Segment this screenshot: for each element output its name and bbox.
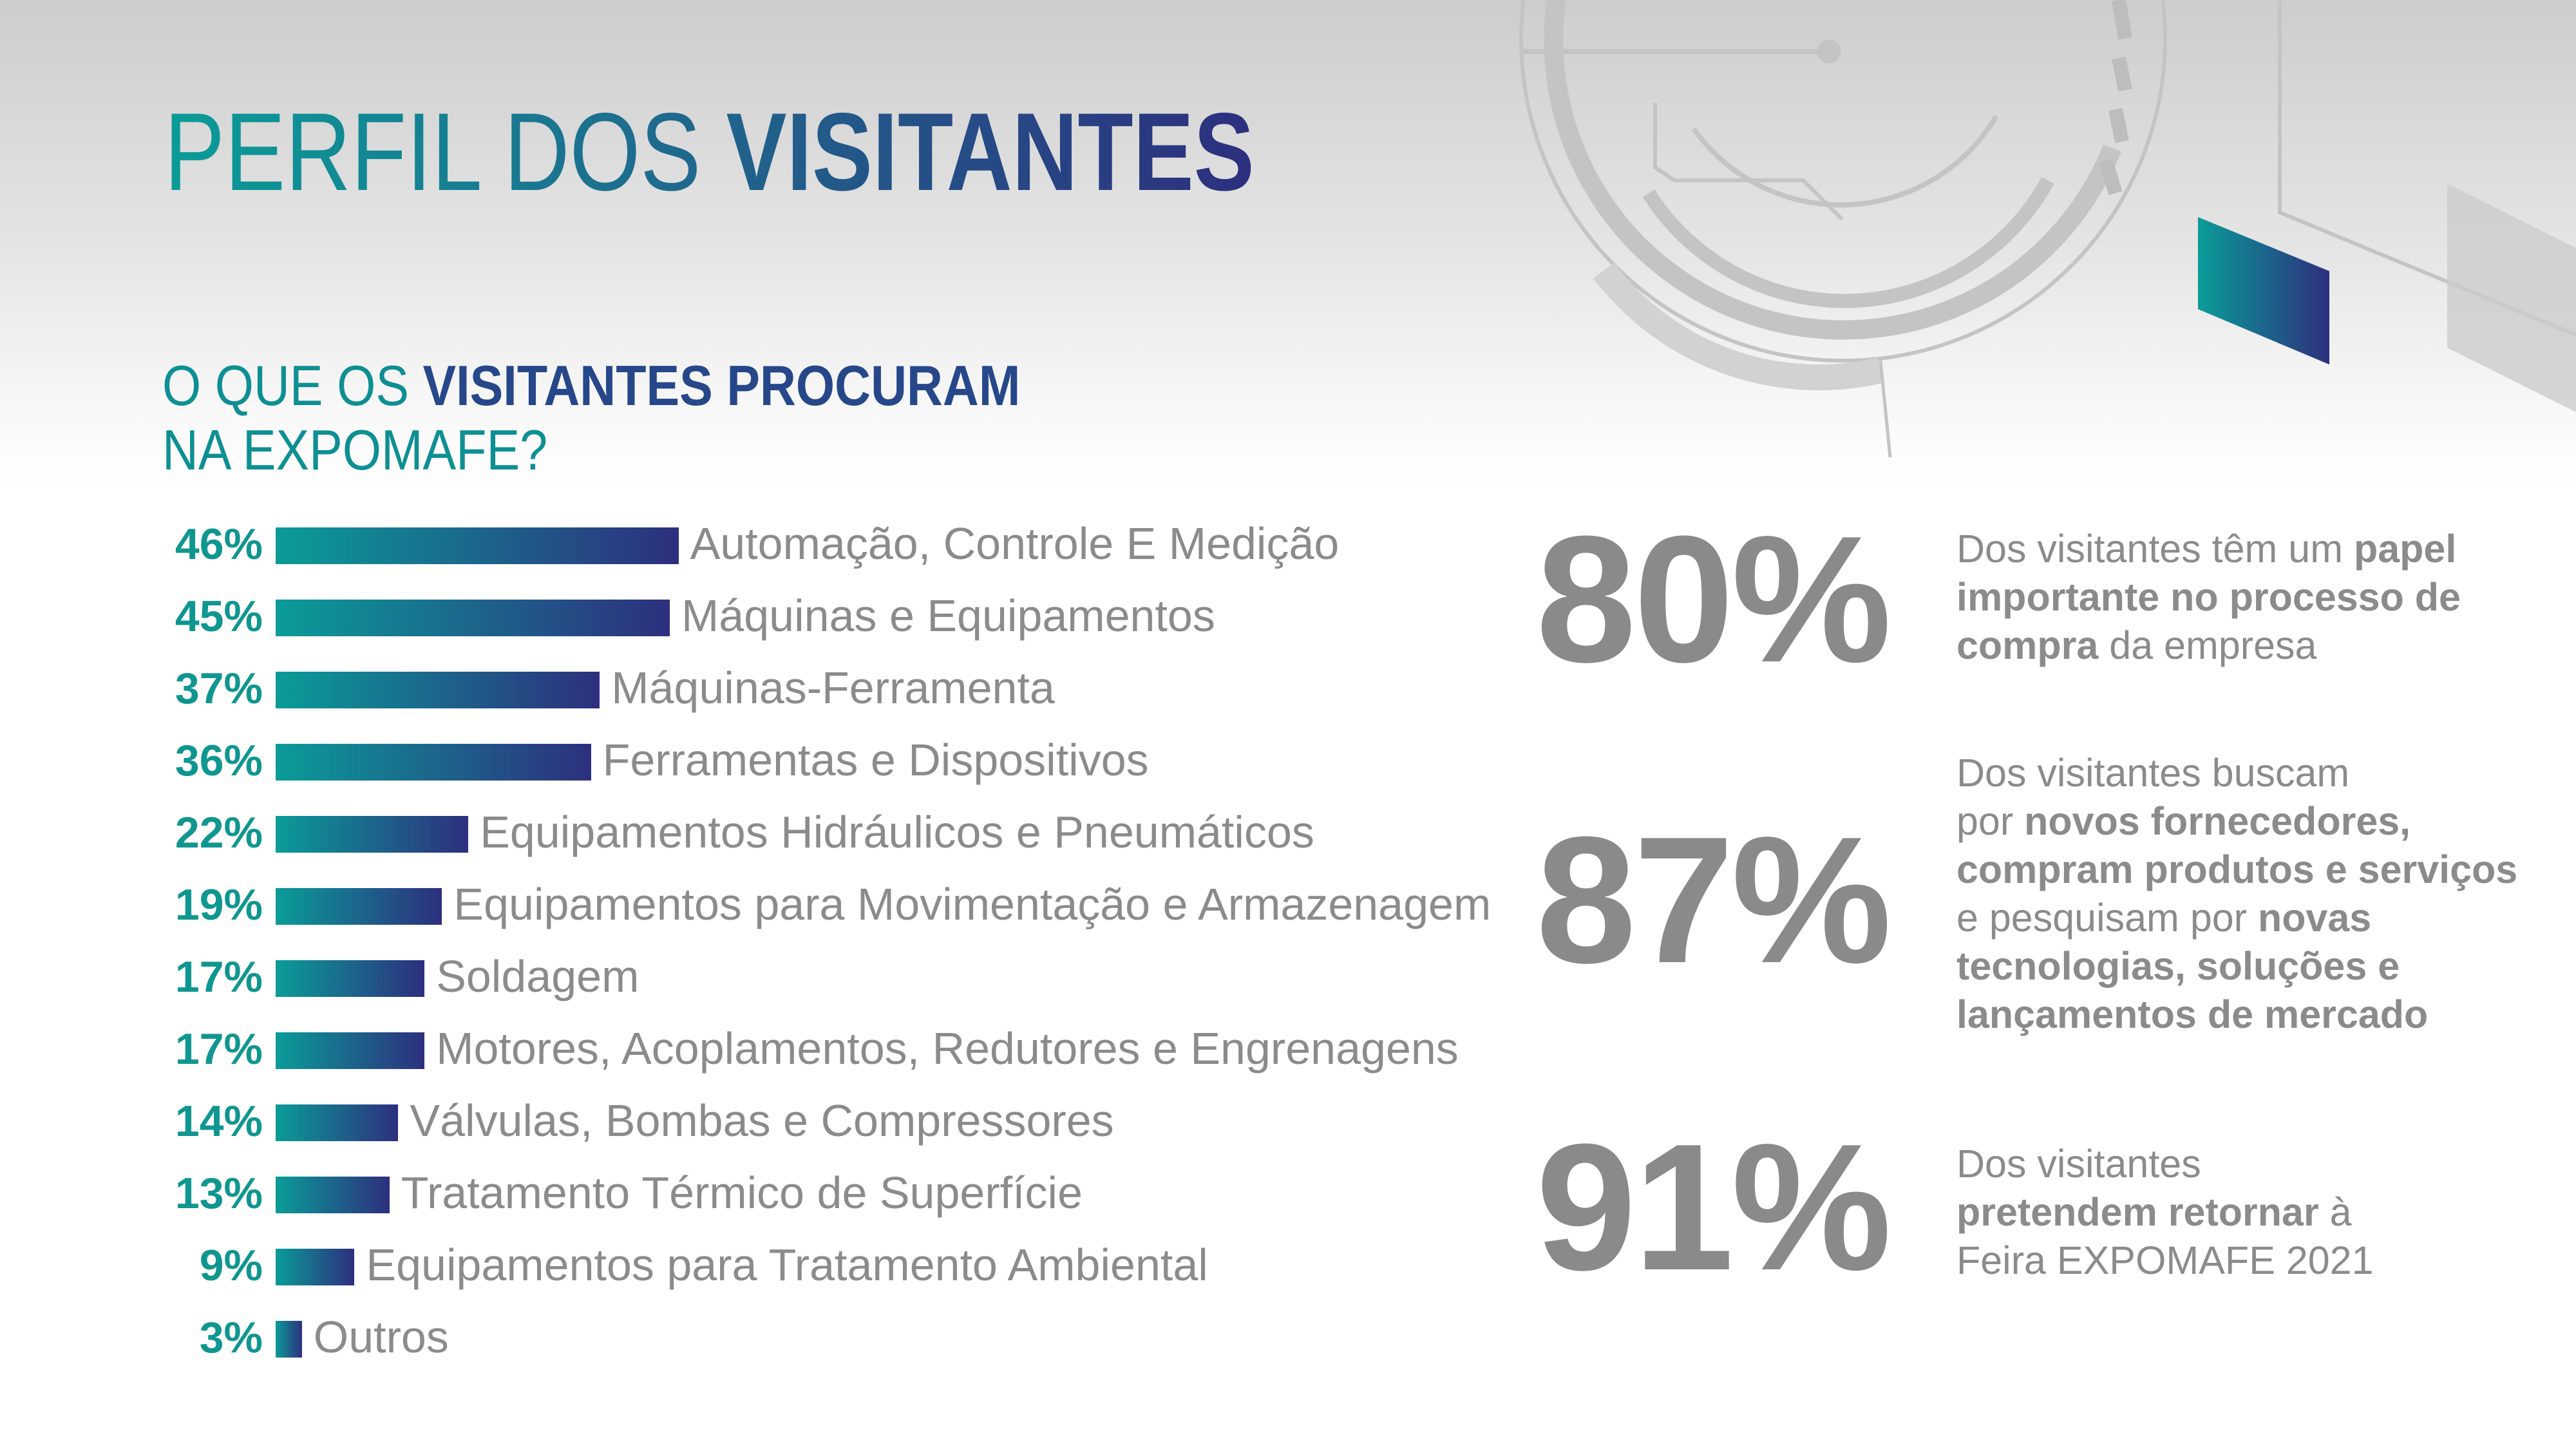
- stat-text: Feira EXPOMAFE 2021: [1956, 1238, 2374, 1282]
- stat-description-line: Dos visitantes têm um papel: [1956, 525, 2461, 573]
- bar: [276, 1249, 355, 1285]
- stat-text: Dos visitantes buscam: [1956, 751, 2350, 795]
- stat-description-line: tecnologias, soluções e: [1956, 942, 2517, 990]
- stat-text-bold: novas: [2257, 896, 2372, 940]
- bar-value-label: 9%: [199, 1241, 263, 1290]
- page-title: PERFIL DOS VISITANTES: [164, 97, 1255, 207]
- bar-value-label: 37%: [175, 664, 263, 713]
- stat-text: Dos visitantes têm um: [1956, 527, 2354, 571]
- decorative-tech-graphic: [1519, 0, 2576, 458]
- stat-text-bold: compra: [1956, 623, 2099, 667]
- stat-text: à: [2318, 1190, 2352, 1234]
- bar-value-label: 13%: [175, 1169, 263, 1218]
- bar: [276, 816, 469, 853]
- stat-description-line: lançamentos de mercado: [1956, 990, 2517, 1039]
- stat-text-bold: lançamentos de mercado: [1956, 992, 2429, 1036]
- stat-text: da empresa: [2098, 623, 2317, 667]
- bar-value-label: 46%: [175, 520, 263, 569]
- stat-value: 80%: [1536, 499, 1891, 700]
- bar-category-label: Motores, Acoplamentos, Redutores e Engre…: [436, 1023, 1459, 1074]
- bar-value-label: 14%: [175, 1097, 263, 1146]
- title-bold: VISITANTES: [726, 90, 1255, 214]
- bar-value-label: 3%: [199, 1313, 263, 1362]
- bar-category-label: Soldagem: [436, 951, 639, 1001]
- title-regular: PERFIL DOS: [164, 90, 726, 214]
- stat-text-bold: pretendem retornar: [1956, 1190, 2319, 1234]
- subtitle-regular: O QUE OS: [162, 354, 423, 417]
- bar-value-label: 22%: [175, 808, 263, 857]
- stat-text: por: [1956, 799, 2025, 843]
- stat-description: Dos visitantes têm um papel importante no…: [1956, 525, 2461, 670]
- stat-description-line: importante no processo de: [1956, 573, 2461, 621]
- bar: [276, 600, 670, 636]
- stat-text-bold: tecnologias, soluções e: [1956, 944, 2400, 988]
- bar-category-label: Ferramentas e Dispositivos: [602, 735, 1149, 785]
- bar: [276, 1032, 425, 1069]
- bar: [276, 527, 679, 564]
- bar: [276, 960, 425, 997]
- subtitle-line2: NA EXPOMAFE?: [162, 418, 548, 482]
- chart-subtitle-line2: NA EXPOMAFE?: [162, 422, 547, 478]
- bar-category-label: Equipamentos Hidráulicos e Pneumáticos: [480, 807, 1314, 857]
- bar-category-label: Automação, Controle E Medição: [690, 518, 1340, 569]
- bar: [276, 888, 442, 925]
- bar-value-label: 19%: [175, 880, 263, 929]
- stat-value: 87%: [1536, 800, 1891, 1001]
- stat-text-bold: papel: [2353, 527, 2457, 571]
- bar-category-label: Tratamento Térmico de Superfície: [401, 1168, 1083, 1218]
- stat-description-line: compra da empresa: [1956, 621, 2461, 670]
- stat-text-bold: novos fornecedores,: [2024, 799, 2411, 843]
- bar: [276, 1177, 390, 1213]
- bar-value-label: 36%: [175, 736, 263, 785]
- bar-category-label: Válvulas, Bombas e Compressores: [410, 1095, 1114, 1146]
- accent-parallelogram: [2198, 217, 2329, 365]
- stat-description-line: Feira EXPOMAFE 2021: [1956, 1236, 2374, 1285]
- bar-category-label: Equipamentos para Movimentação e Armazen…: [453, 879, 1492, 929]
- bar: [276, 1104, 399, 1141]
- bar-value-label: 45%: [175, 592, 263, 641]
- bar-category-label: Equipamentos para Tratamento Ambiental: [366, 1240, 1208, 1290]
- stat-description: Dos visitantes buscam por novos fornecedo…: [1956, 749, 2517, 1039]
- subtitle-bold: VISITANTES PROCURAM: [422, 354, 1021, 417]
- stat-text-bold: compram produtos e serviços: [1956, 848, 2518, 891]
- stat-description-line: e pesquisam por novas: [1956, 894, 2517, 942]
- bar-value-label: 17%: [175, 1025, 263, 1074]
- bar-category-label: Máquinas-Ferramenta: [611, 663, 1055, 713]
- stat-description-line: compram produtos e serviços: [1956, 846, 2517, 894]
- stat-description-line: Dos visitantes: [1956, 1140, 2374, 1188]
- stat-value: 91%: [1536, 1107, 1891, 1308]
- stat-description-line: Dos visitantes buscam: [1956, 749, 2517, 797]
- bar-category-label: Outros: [313, 1312, 449, 1362]
- bar-value-label: 17%: [175, 952, 263, 1001]
- bar: [276, 672, 600, 708]
- bar-category-label: Máquinas e Equipamentos: [681, 591, 1215, 641]
- stat-description-line: pretendem retornar à: [1956, 1188, 2374, 1236]
- bar: [276, 1321, 302, 1358]
- stat-text-bold: importante no processo de: [1956, 575, 2461, 619]
- stat-description: Dos visitantes pretendem retornar à Feira …: [1956, 1140, 2374, 1285]
- chart-subtitle-line1: O QUE OS VISITANTES PROCURAM: [162, 357, 1020, 414]
- bar: [276, 744, 591, 781]
- stat-text: Dos visitantes: [1956, 1142, 2201, 1186]
- stat-text: e pesquisam por: [1956, 896, 2258, 940]
- stat-description-line: por novos fornecedores,: [1956, 797, 2517, 846]
